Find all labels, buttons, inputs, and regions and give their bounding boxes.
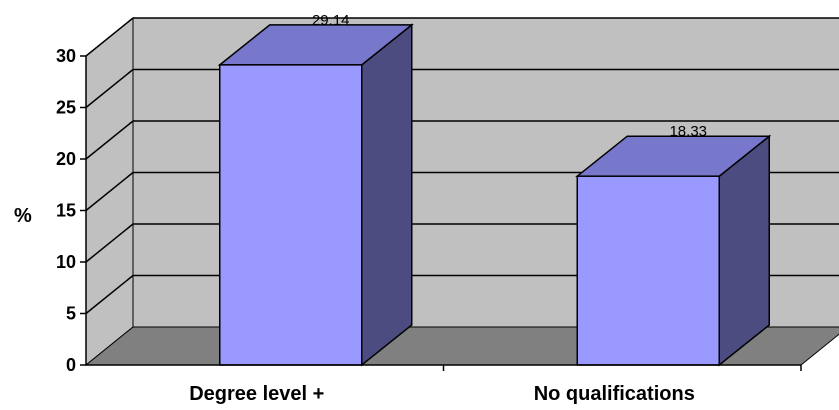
data-label: 29.14: [312, 12, 350, 29]
y-tick-label: 5: [66, 304, 76, 324]
bar: [219, 64, 363, 366]
axes: [80, 55, 802, 371]
gridline-side: [85, 171, 134, 212]
y-tick-label: 0: [66, 355, 76, 375]
gridline-side: [85, 274, 134, 315]
bar-side: [361, 23, 413, 367]
y-tick-label: 30: [56, 46, 76, 66]
x-tick-label: Degree level +: [189, 383, 324, 405]
y-tick-label: 10: [56, 252, 76, 272]
y-axis-title: %: [14, 205, 32, 227]
labels: % 0 5 10 15 20 25 30 29.14 Degree level + 18.33 No…: [14, 12, 707, 405]
y-tick-label: 20: [56, 149, 76, 169]
gridline-side: [85, 120, 134, 160]
data-label: 18.33: [669, 123, 707, 140]
gridline-side: [85, 17, 134, 57]
x-tick-label: No qualifications: [534, 383, 695, 405]
y-tick-label: 25: [56, 98, 76, 118]
gridline-side: [85, 223, 134, 263]
gridline-side: [85, 68, 134, 109]
bar: [576, 175, 720, 366]
bars: [217, 23, 772, 367]
y-tick-label: 15: [56, 201, 76, 221]
